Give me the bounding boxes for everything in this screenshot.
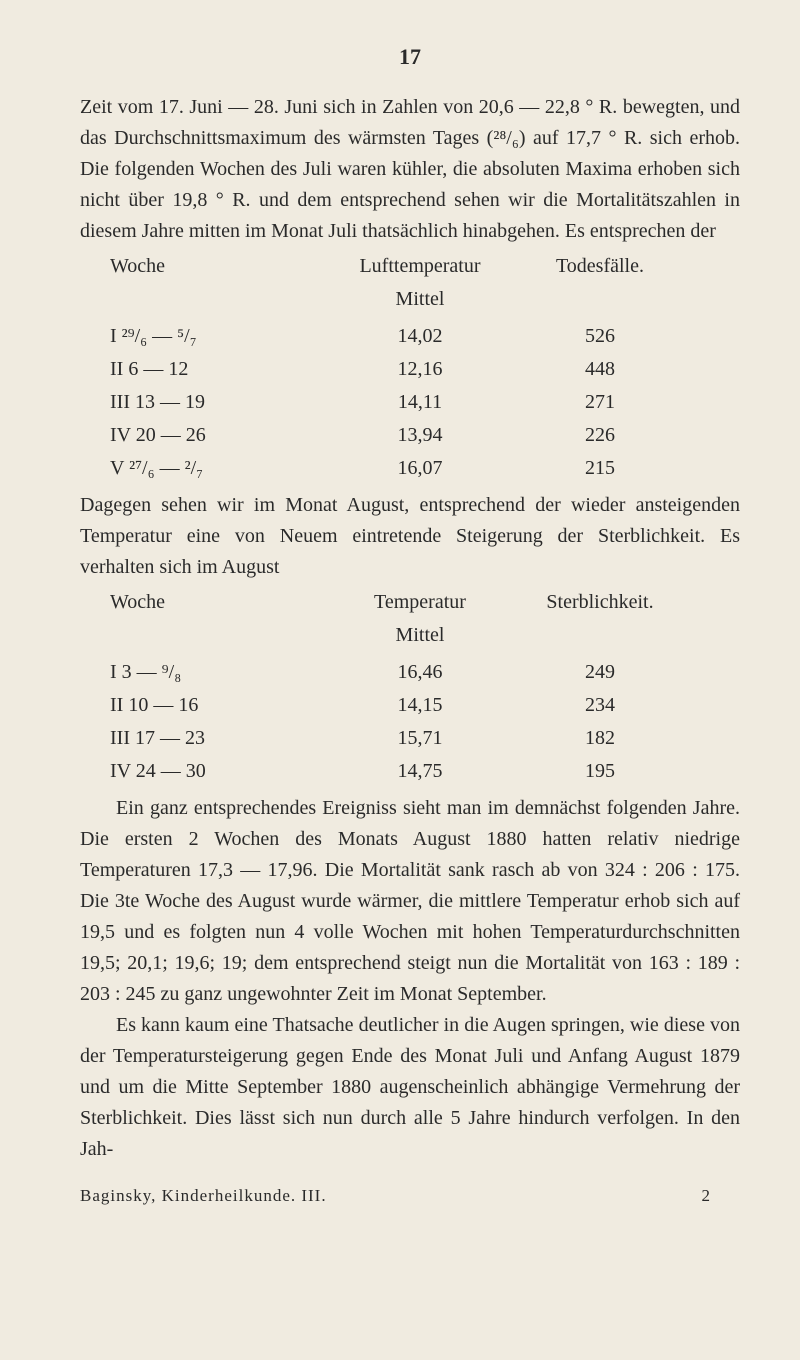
table-row: IV 20 — 26 13,94 226 <box>110 420 740 451</box>
table1-row2-right: 271 <box>510 387 690 418</box>
table1-row0-mid: 14,02 <box>330 321 510 352</box>
table1-header-col1: Woche <box>110 251 330 282</box>
table1-subheader: Mittel <box>110 284 740 315</box>
table2-row1-right: 234 <box>510 690 690 721</box>
table2-row2-mid: 15,71 <box>330 723 510 754</box>
page-number: 17 <box>80 40 740 74</box>
table2-header-col2: Temperatur <box>330 587 510 618</box>
table1-header: Woche Lufttemperatur Todesfälle. <box>110 251 740 282</box>
table2-subheader-spacer2 <box>510 620 690 651</box>
table1-row2-label: III 13 — 19 <box>110 387 330 418</box>
table1-subheader-spacer2 <box>510 284 690 315</box>
table2-subheader-col2: Mittel <box>330 620 510 651</box>
table2: I 3 — ⁹/₈ 16,46 249 II 10 — 16 14,15 234… <box>110 657 740 787</box>
table1-row0-right: 526 <box>510 321 690 352</box>
table1-row3-right: 226 <box>510 420 690 451</box>
page-container: 17 Zeit vom 17. Juni — 28. Juni sich in … <box>0 0 800 1249</box>
table1-row1-right: 448 <box>510 354 690 385</box>
paragraph-3: Ein ganz entsprechendes Ereigniss sieht … <box>80 793 740 1010</box>
table-row: I 3 — ⁹/₈ 16,46 249 <box>110 657 740 688</box>
table1-row1-label: II 6 — 12 <box>110 354 330 385</box>
table1-row1-mid: 12,16 <box>330 354 510 385</box>
table2-row2-right: 182 <box>510 723 690 754</box>
table1-header-col2: Lufttemperatur <box>330 251 510 282</box>
table2-row3-label: IV 24 — 30 <box>110 756 330 787</box>
table1-row4-mid: 16,07 <box>330 453 510 484</box>
table-row: III 17 — 23 15,71 182 <box>110 723 740 754</box>
table1-row3-label: IV 20 — 26 <box>110 420 330 451</box>
table1-subheader-col2: Mittel <box>330 284 510 315</box>
table-row: II 6 — 12 12,16 448 <box>110 354 740 385</box>
table2-subheader-spacer <box>110 620 330 651</box>
table1-row2-mid: 14,11 <box>330 387 510 418</box>
paragraph-1: Zeit vom 17. Juni — 28. Juni sich in Zah… <box>80 92 740 247</box>
table2-row3-mid: 14,75 <box>330 756 510 787</box>
table-row: IV 24 — 30 14,75 195 <box>110 756 740 787</box>
table-row: I ²⁹/₆ — ⁵/₇ 14,02 526 <box>110 321 740 352</box>
table1-row0-label: I ²⁹/₆ — ⁵/₇ <box>110 321 330 352</box>
paragraph-2: Dagegen sehen wir im Monat August, entsp… <box>80 490 740 583</box>
table1-subheader-spacer <box>110 284 330 315</box>
table2-header-col1: Woche <box>110 587 330 618</box>
table2-row0-right: 249 <box>510 657 690 688</box>
table2-row1-label: II 10 — 16 <box>110 690 330 721</box>
table-row: II 10 — 16 14,15 234 <box>110 690 740 721</box>
footer: Baginsky, Kinderheilkunde. III. 2 <box>80 1183 740 1209</box>
table1: I ²⁹/₆ — ⁵/₇ 14,02 526 II 6 — 12 12,16 4… <box>110 321 740 484</box>
table2-row1-mid: 14,15 <box>330 690 510 721</box>
paragraph-4: Es kann kaum eine Thatsache deutlicher i… <box>80 1010 740 1165</box>
table1-row4-label: V ²⁷/₆ — ²/₇ <box>110 453 330 484</box>
table2-header: Woche Temperatur Sterblichkeit. <box>110 587 740 618</box>
footer-right: 2 <box>702 1183 741 1209</box>
table2-row0-label: I 3 — ⁹/₈ <box>110 657 330 688</box>
table-row: III 13 — 19 14,11 271 <box>110 387 740 418</box>
table2-header-col3: Sterblichkeit. <box>510 587 690 618</box>
table2-row3-right: 195 <box>510 756 690 787</box>
table2-row0-mid: 16,46 <box>330 657 510 688</box>
table-row: V ²⁷/₆ — ²/₇ 16,07 215 <box>110 453 740 484</box>
table1-row4-right: 215 <box>510 453 690 484</box>
footer-left: Baginsky, Kinderheilkunde. III. <box>80 1183 327 1209</box>
table1-header-col3: Todesfälle. <box>510 251 690 282</box>
table1-row3-mid: 13,94 <box>330 420 510 451</box>
table2-row2-label: III 17 — 23 <box>110 723 330 754</box>
table2-subheader: Mittel <box>110 620 740 651</box>
